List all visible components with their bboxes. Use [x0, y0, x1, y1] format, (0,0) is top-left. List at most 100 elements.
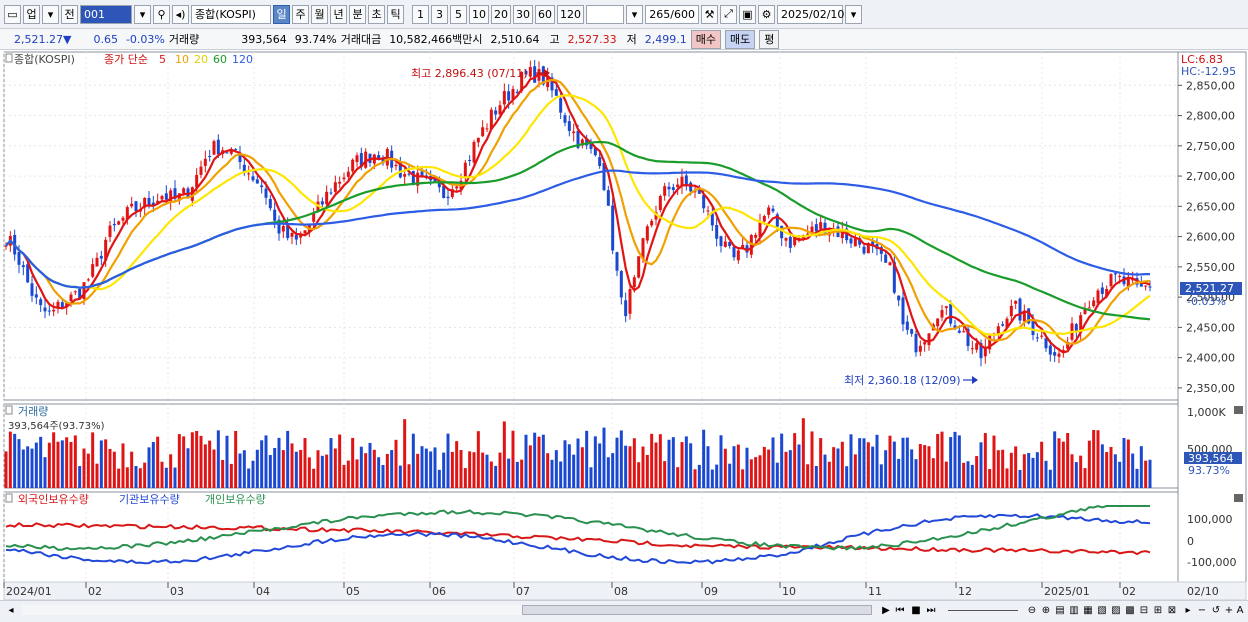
interval-120[interactable]: 120: [557, 4, 584, 24]
scroll-right-icon[interactable]: ▸: [1185, 605, 1191, 616]
period-day[interactable]: 일: [273, 4, 290, 24]
scroll-track[interactable]: [22, 605, 872, 615]
candle-body: [593, 147, 597, 156]
volume-bar: [741, 469, 745, 488]
volume-bar: [871, 446, 875, 488]
sound-icon[interactable]: ◂): [172, 4, 189, 24]
gear-icon[interactable]: ⚙: [758, 4, 775, 24]
flow-panel-checkbox-icon[interactable]: [5, 493, 13, 503]
price-tick-label: 2,550,00: [1186, 261, 1235, 274]
ma-120-label: 120: [232, 53, 253, 66]
save-icon[interactable]: ▣: [739, 4, 756, 24]
layout-3-icon[interactable]: ▦: [1083, 605, 1093, 616]
interval-custom-input[interactable]: [586, 4, 624, 24]
volume-bar: [494, 465, 498, 488]
candle-body: [663, 186, 667, 196]
candle-body: [572, 131, 576, 134]
interval-60[interactable]: 60: [535, 4, 555, 24]
period-tick[interactable]: 틱: [387, 4, 404, 24]
volume-bar: [819, 438, 823, 488]
layout-6-icon[interactable]: ▩: [1125, 605, 1135, 616]
volume-bar: [351, 437, 355, 488]
candle-body: [212, 141, 216, 155]
scroll-left-icon[interactable]: ◂: [8, 605, 14, 616]
volume-bar: [82, 448, 86, 488]
market-dropdown-icon[interactable]: ▾: [42, 4, 59, 24]
period-week[interactable]: 주: [292, 4, 309, 24]
window-layout-icon[interactable]: ▭: [4, 4, 21, 24]
interval-30[interactable]: 30: [513, 4, 533, 24]
volume-bar: [325, 454, 329, 488]
interval-10[interactable]: 10: [469, 4, 489, 24]
layout-4-icon[interactable]: ▧: [1097, 605, 1107, 616]
layout-8-icon[interactable]: ⊞: [1153, 605, 1163, 616]
period-minute[interactable]: 분: [349, 4, 366, 24]
candle-body: [56, 301, 60, 308]
interval-20[interactable]: 20: [491, 4, 511, 24]
candle-body: [151, 202, 155, 206]
candle-body: [234, 149, 238, 151]
volume-close-icon[interactable]: [1234, 406, 1243, 414]
volume-bar: [502, 421, 506, 488]
sell-button[interactable]: 매도: [725, 29, 756, 49]
candle-body: [918, 345, 922, 352]
zoom-reset-icon[interactable]: ↺: [1211, 605, 1221, 616]
eval-button[interactable]: 평: [759, 29, 780, 49]
search-icon[interactable]: ⚲: [153, 4, 170, 24]
zoom-1-icon[interactable]: ⊖: [1027, 605, 1037, 616]
stop-icon[interactable]: ■: [911, 605, 921, 616]
buy-button[interactable]: 매수: [690, 29, 722, 49]
flow-close-icon[interactable]: [1234, 494, 1243, 502]
candle-body: [351, 159, 355, 172]
open-label: 시: [472, 33, 483, 46]
last-price-tag: 2,521.27: [1185, 282, 1234, 295]
last-price-box: [1180, 282, 1242, 295]
draw-icon[interactable]: ⤢: [720, 4, 737, 24]
zoom-slider[interactable]: [948, 610, 1018, 611]
volume-bar: [710, 469, 714, 488]
zoom-2-icon[interactable]: ⊕: [1041, 605, 1051, 616]
layout-5-icon[interactable]: ▨: [1111, 605, 1121, 616]
candle-body: [225, 152, 229, 154]
period-month[interactable]: 월: [311, 4, 328, 24]
date-dropdown-icon[interactable]: ▾: [845, 4, 862, 24]
tools-icon[interactable]: ⚒: [701, 4, 718, 24]
layout-7-icon[interactable]: ⊟: [1139, 605, 1149, 616]
interval-5[interactable]: 5: [450, 4, 467, 24]
date-input[interactable]: 2025/02/10: [777, 4, 844, 24]
candle-body: [1118, 275, 1122, 277]
candle-body: [840, 229, 844, 238]
count-input[interactable]: 265/600: [645, 4, 699, 24]
layout-9-icon[interactable]: ⊠: [1167, 605, 1177, 616]
layout-1-icon[interactable]: ▤: [1055, 605, 1065, 616]
font-size-icon[interactable]: A: [1236, 605, 1244, 616]
prev-button[interactable]: 전: [61, 4, 78, 24]
candle-body: [650, 220, 654, 226]
rewind-icon[interactable]: ⏮: [895, 605, 905, 616]
volume-bar: [398, 465, 402, 488]
candle-body: [463, 162, 467, 178]
volume-bar: [1048, 469, 1052, 488]
chart-area[interactable]: 종합(KOSPI) 종가 단순 5 10 20 60 120 최고 2,896.…: [0, 50, 1248, 600]
candle-body: [416, 172, 420, 186]
forward-icon[interactable]: ⏭: [926, 605, 936, 616]
interval-3[interactable]: 3: [431, 4, 448, 24]
volume-bar: [1113, 454, 1117, 488]
candle-body: [1113, 273, 1117, 275]
zoom-in-icon[interactable]: +: [1224, 605, 1234, 616]
scroll-thumb[interactable]: [522, 605, 872, 615]
play-icon[interactable]: ▶: [882, 605, 890, 616]
code-dropdown-icon[interactable]: ▾: [134, 4, 151, 24]
volume-panel-checkbox-icon[interactable]: [5, 405, 13, 415]
layout-2-icon[interactable]: ▥: [1069, 605, 1079, 616]
volume-bar: [788, 450, 792, 488]
market-selector[interactable]: 업: [23, 4, 40, 24]
interval-dropdown-icon[interactable]: ▾: [626, 4, 643, 24]
code-input[interactable]: 001: [80, 4, 132, 24]
period-year[interactable]: 년: [330, 4, 347, 24]
panel-checkbox-icon[interactable]: [5, 53, 13, 63]
candle-body: [342, 177, 346, 180]
period-second[interactable]: 초: [368, 4, 385, 24]
interval-1[interactable]: 1: [412, 4, 429, 24]
zoom-out-icon[interactable]: −: [1197, 605, 1207, 616]
